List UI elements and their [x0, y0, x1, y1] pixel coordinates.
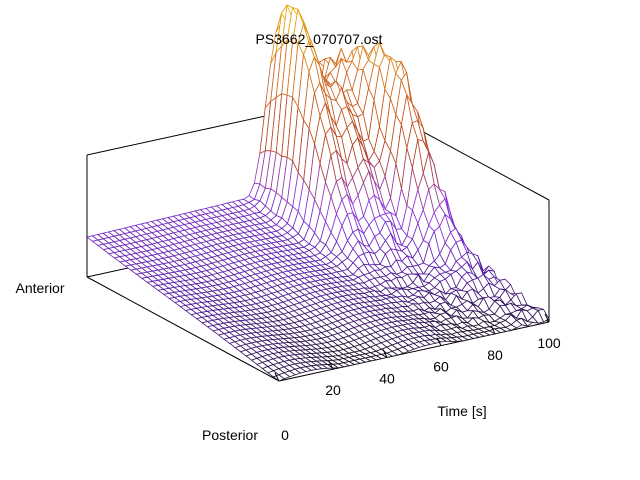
- x-tick-mark: [544, 313, 550, 323]
- x-tick-label: 40: [379, 370, 395, 386]
- y-axis-label-back: Anterior: [15, 280, 64, 296]
- x-tick-label: 20: [325, 382, 341, 398]
- box-edge-left-floor: [86, 276, 280, 382]
- x-axis-label: Time [s]: [437, 403, 486, 419]
- x-tick-mark: [490, 325, 496, 335]
- x-tick-mark: [328, 360, 334, 370]
- x-tick-label: 0: [281, 427, 289, 443]
- x-tick-label: 80: [487, 347, 503, 363]
- x-tick-mark: [274, 372, 280, 382]
- x-tick-mark: [436, 337, 442, 346]
- x-tick-label: 100: [537, 335, 561, 351]
- x-tick-label: 60: [433, 359, 449, 375]
- surface-cell: [537, 308, 550, 323]
- y-axis-label-front: Posterior: [202, 427, 258, 443]
- chart-title: PS3662_070707.ost: [256, 31, 383, 47]
- x-axis-ticks: 0 20 40 60 80 100: [274, 313, 561, 443]
- surface-mesh: [86, 4, 550, 382]
- x-tick-mark: [382, 349, 388, 358]
